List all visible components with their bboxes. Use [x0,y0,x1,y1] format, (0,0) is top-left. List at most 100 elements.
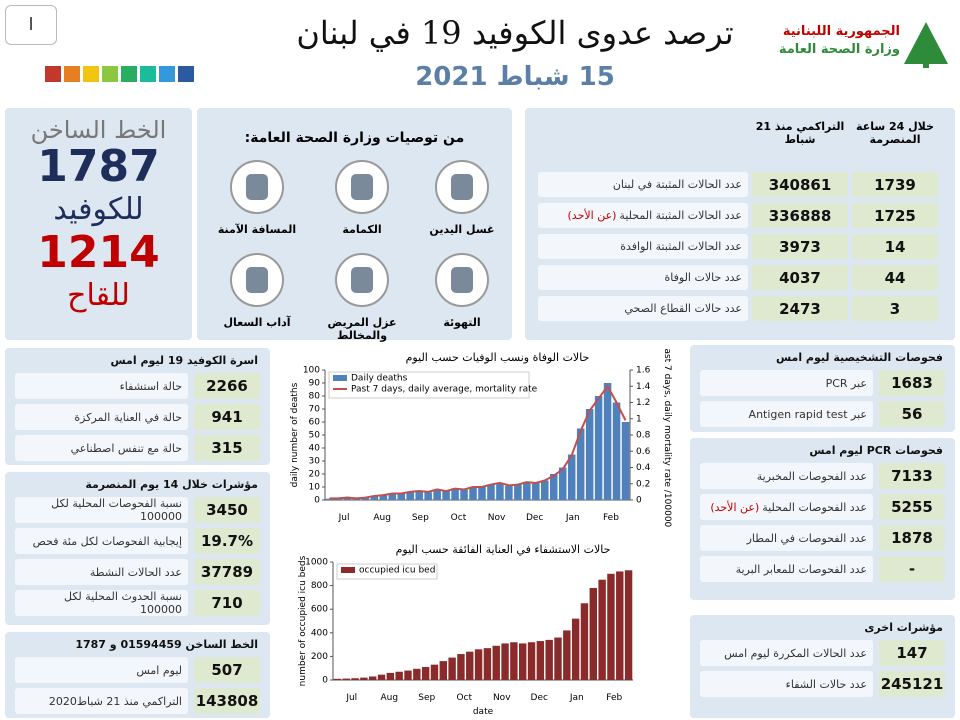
chart: حالات الاستشفاء في العناية الفائقة حسب ا… [298,543,633,717]
info-panel: اسرة الكوفيد 19 ليوم امس 2266 حالة استشفاء… [5,348,270,465]
hotline-label: للقاح [67,278,130,313]
bar [621,422,630,500]
y-tick-label: 90 [309,379,321,389]
column-header: خلال 24 ساعة المنصرمة [856,120,934,146]
bar [585,409,594,500]
legend-box [328,371,530,399]
x-tick-label: Sep [418,693,435,703]
icon-circle [335,160,389,214]
x-tick-label: Nov [488,513,506,523]
row-value: 2266 [194,373,260,399]
info-panel: الخط الساخن 01594459 و 1787 507 ليوم امس 14… [5,632,270,718]
label-text: عدد حالات الوفاة [664,271,742,284]
y2-tick-label: 0 [636,496,642,506]
label-text: التراكمي منذ 21 شباط2020 [48,694,182,708]
recommendation-label: التهوئة [443,316,481,329]
x-tick-label: Nov [493,693,511,703]
chart-title: حالات الوفاة ونسب الوفيات حسب اليوم [406,351,590,364]
row-value: 507 [194,657,260,683]
icon-glyph [246,174,268,200]
bar [541,480,549,500]
bar [361,497,370,500]
row-label: عدد الحالات المثبتة الوافدة [538,234,748,259]
label-text: حالة مع تنفس اصطناعي [70,441,182,455]
bar [421,667,430,680]
panel-title: الخط الساخن 01594459 و 1787 [75,638,258,651]
bar [433,489,441,500]
bar [424,492,432,500]
row-label: عدد الحالات المكررة ليوم امس [700,640,873,666]
bar [603,383,612,500]
ministry-1: الجمهورية اللبنانية [782,24,900,39]
y2-axis-label: past 7 days, daily mortality rate /10000… [662,348,672,528]
bar [325,498,334,500]
row-label: نسبة الفحوصات المحلية لكل 100000 [15,497,188,523]
bar [388,493,397,500]
y-tick-label: 50 [309,431,321,441]
label-note: (عن الأحد) [567,209,617,222]
bar [554,637,562,680]
y-tick-label: 0 [322,676,328,686]
bar [404,670,412,680]
row-label: حالة مع تنفس اصطناعي [15,435,188,461]
row-label: عدد الفحوصات للمعابر البرية [700,556,873,582]
row-label: عدد الحالات المثبتة المحلية (عن الأحد) [538,203,748,228]
x-tick-label: Aug [380,693,398,703]
bar [439,661,447,680]
bar [624,570,633,680]
corner-box: I [5,5,57,45]
y-tick-label: 100 [303,366,320,376]
bar [342,678,350,680]
y-tick-label: 20 [309,470,321,480]
date: 15 شباط 2021 [415,62,615,92]
row-value: 1878 [879,525,945,551]
x-tick-label: Feb [603,513,619,523]
x-tick-label: Jul [345,693,357,703]
x-tick-label: Jan [565,513,580,523]
info-panel: مؤشرات خلال 14 يوم المنصرمة 3450 نسبة الفح… [5,472,270,625]
y2-tick-label: 1.6 [636,366,651,376]
row-value: 143808 [194,688,260,714]
bar [571,618,580,680]
bar [478,487,486,500]
bar [545,639,553,680]
info-panel: فحوصات PCR ليوم امس 7133 عدد الفحوصات المخ… [690,438,955,600]
bar [492,645,500,680]
chart: حالات الوفاة ونسب الوفيات حسب اليوم01020… [290,348,672,528]
bar [483,648,492,680]
bar [377,674,386,680]
label-text: عدد الحالات المثبتة المحلية [619,209,742,222]
label-text: نسبة الفحوصات المحلية لكل 100000 [51,497,182,523]
stat-24h: 1739 [852,172,938,197]
bar [395,671,403,680]
x-tick-label: Dec [531,693,548,703]
row-value: 7133 [879,463,945,489]
bar [369,676,377,680]
y-axis-label: number of occupied icu beds [298,555,308,686]
bar [514,484,522,500]
row-label: ليوم امس [15,657,188,683]
bar [580,603,589,680]
icon-glyph [351,174,373,200]
label-text: ليوم امس [136,663,182,677]
line-series [329,384,627,500]
row-label: عدد الحالات المثبتة في لبنان [538,172,748,197]
hotline-panel: الخط الساخن 1787 للكوفيد 1214 للقاح [5,108,192,340]
stat-24h: 44 [852,265,938,290]
icon-glyph [246,267,268,293]
daily-stats-panel: خلال 24 ساعة المنصرمة التراكمي منذ 21 شب… [525,108,955,340]
y2-tick-label: 1.2 [636,398,650,408]
x-tick-label: Feb [606,693,622,703]
bar [501,643,509,680]
y-tick-label: 1000 [305,558,328,568]
bar [469,487,477,500]
bar [430,664,439,680]
info-panel: فحوصات التشخيصية ليوم امس 1683 عبر PCR 56 عب… [690,345,955,432]
row-label: حالة استشفاء [15,373,188,399]
label-note: (عن الأحد) [710,500,760,514]
recommendation-label: الكمامة [342,223,382,236]
bar [466,651,474,680]
stat-total: 340861 [752,172,848,197]
bar [351,678,359,680]
